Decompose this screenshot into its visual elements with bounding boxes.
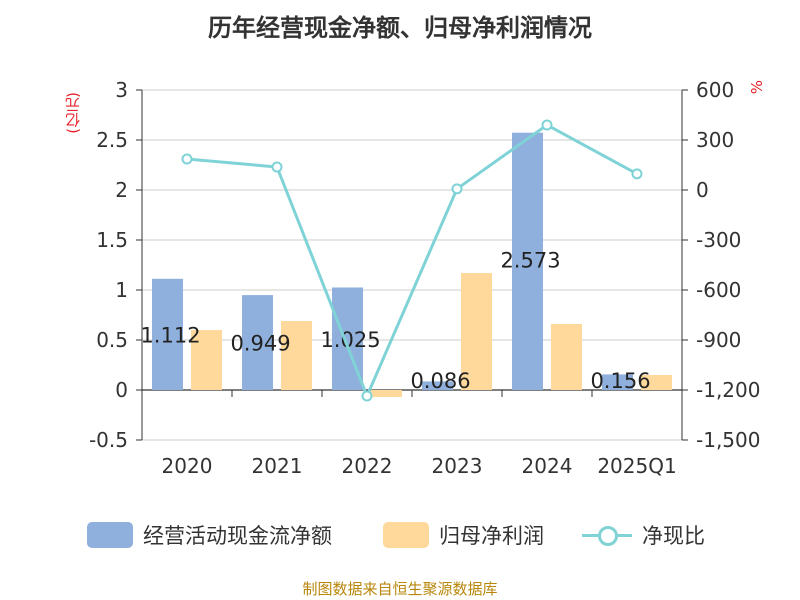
legend-label-net-profit: 归母净利润 xyxy=(439,524,544,548)
data-label-cash-flow: 2.573 xyxy=(500,249,560,273)
legend-swatch-net-profit xyxy=(383,522,429,548)
left-tick-label: 1.5 xyxy=(96,228,128,252)
point-ratio xyxy=(451,183,463,195)
data-label-cash-flow: 1.025 xyxy=(320,328,380,352)
left-tick-label: 3 xyxy=(115,78,128,102)
legend-item-net-profit[interactable]: 归母净利润 xyxy=(383,518,544,552)
x-tick-label: 2023 xyxy=(432,454,483,478)
right-tick-label: -300 xyxy=(696,228,741,252)
chart-title: 历年经营现金净额、归母净利润情况 xyxy=(208,14,592,42)
legend-item-ratio[interactable]: 净现比 xyxy=(582,518,705,552)
right-tick-label: 300 xyxy=(696,128,734,152)
bar-net-profit xyxy=(281,321,312,390)
bar-cash-flow xyxy=(512,132,543,390)
chart-legend: 经营活动现金流净额 归母净利润 净现比 xyxy=(0,518,800,552)
data-label-cash-flow: 0.949 xyxy=(230,332,290,356)
left-tick-label: 0 xyxy=(115,378,128,402)
bar-net-profit xyxy=(641,375,672,390)
x-tick-label: 2022 xyxy=(342,454,393,478)
source-note: 制图数据来自恒生聚源数据库 xyxy=(302,580,498,598)
right-tick-label: 0 xyxy=(696,178,709,202)
x-tick-label: 2024 xyxy=(522,454,573,478)
line-ratio xyxy=(186,123,638,400)
right-tick-label: -1,200 xyxy=(696,378,760,402)
legend-item-cash-flow[interactable]: 经营活动现金流净额 xyxy=(87,518,332,552)
right-tick-label: -600 xyxy=(696,278,741,302)
data-label-cash-flow: 0.156 xyxy=(590,369,650,393)
right-tick-label: -1,500 xyxy=(696,428,760,452)
x-tick-label: 2025Q1 xyxy=(597,454,676,478)
point-ratio xyxy=(271,161,283,173)
bar-net-profit xyxy=(551,324,582,390)
left-tick-label: 0.5 xyxy=(96,328,128,352)
point-ratio xyxy=(541,119,553,131)
bar-cash-flow xyxy=(422,381,453,390)
legend-label-cash-flow: 经营活动现金流净额 xyxy=(143,524,332,548)
legend-label-ratio: 净现比 xyxy=(642,524,705,548)
point-ratio xyxy=(181,153,193,165)
x-tick-label: 2021 xyxy=(252,454,303,478)
left-tick-label: -0.5 xyxy=(89,428,128,452)
left-tick-label: 2 xyxy=(115,178,128,202)
right-tick-label: 600 xyxy=(696,78,734,102)
bar-net-profit xyxy=(191,330,222,390)
point-ratio xyxy=(631,168,643,180)
chart-plot: -0.5 0 0.5 1 1.5 2 2.5 3 -1,500 -1,200 -900 -600 -30… xyxy=(89,78,761,478)
x-tick-label: 2020 xyxy=(162,454,213,478)
right-tick-label: -900 xyxy=(696,328,741,352)
bar-net-profit xyxy=(461,273,492,390)
left-tick-label: 2.5 xyxy=(96,128,128,152)
bar-cash-flow xyxy=(602,374,633,390)
bar-cash-flow xyxy=(242,295,273,390)
bar-cash-flow xyxy=(152,278,183,390)
legend-swatch-cash-flow xyxy=(87,522,133,548)
point-ratio xyxy=(361,390,373,402)
data-label-cash-flow: 1.112 xyxy=(140,323,200,347)
legend-swatch-ratio xyxy=(582,522,632,548)
data-label-cash-flow: 0.086 xyxy=(410,369,470,393)
bar-net-profit xyxy=(371,390,402,397)
left-tick-label: 1 xyxy=(115,278,128,302)
